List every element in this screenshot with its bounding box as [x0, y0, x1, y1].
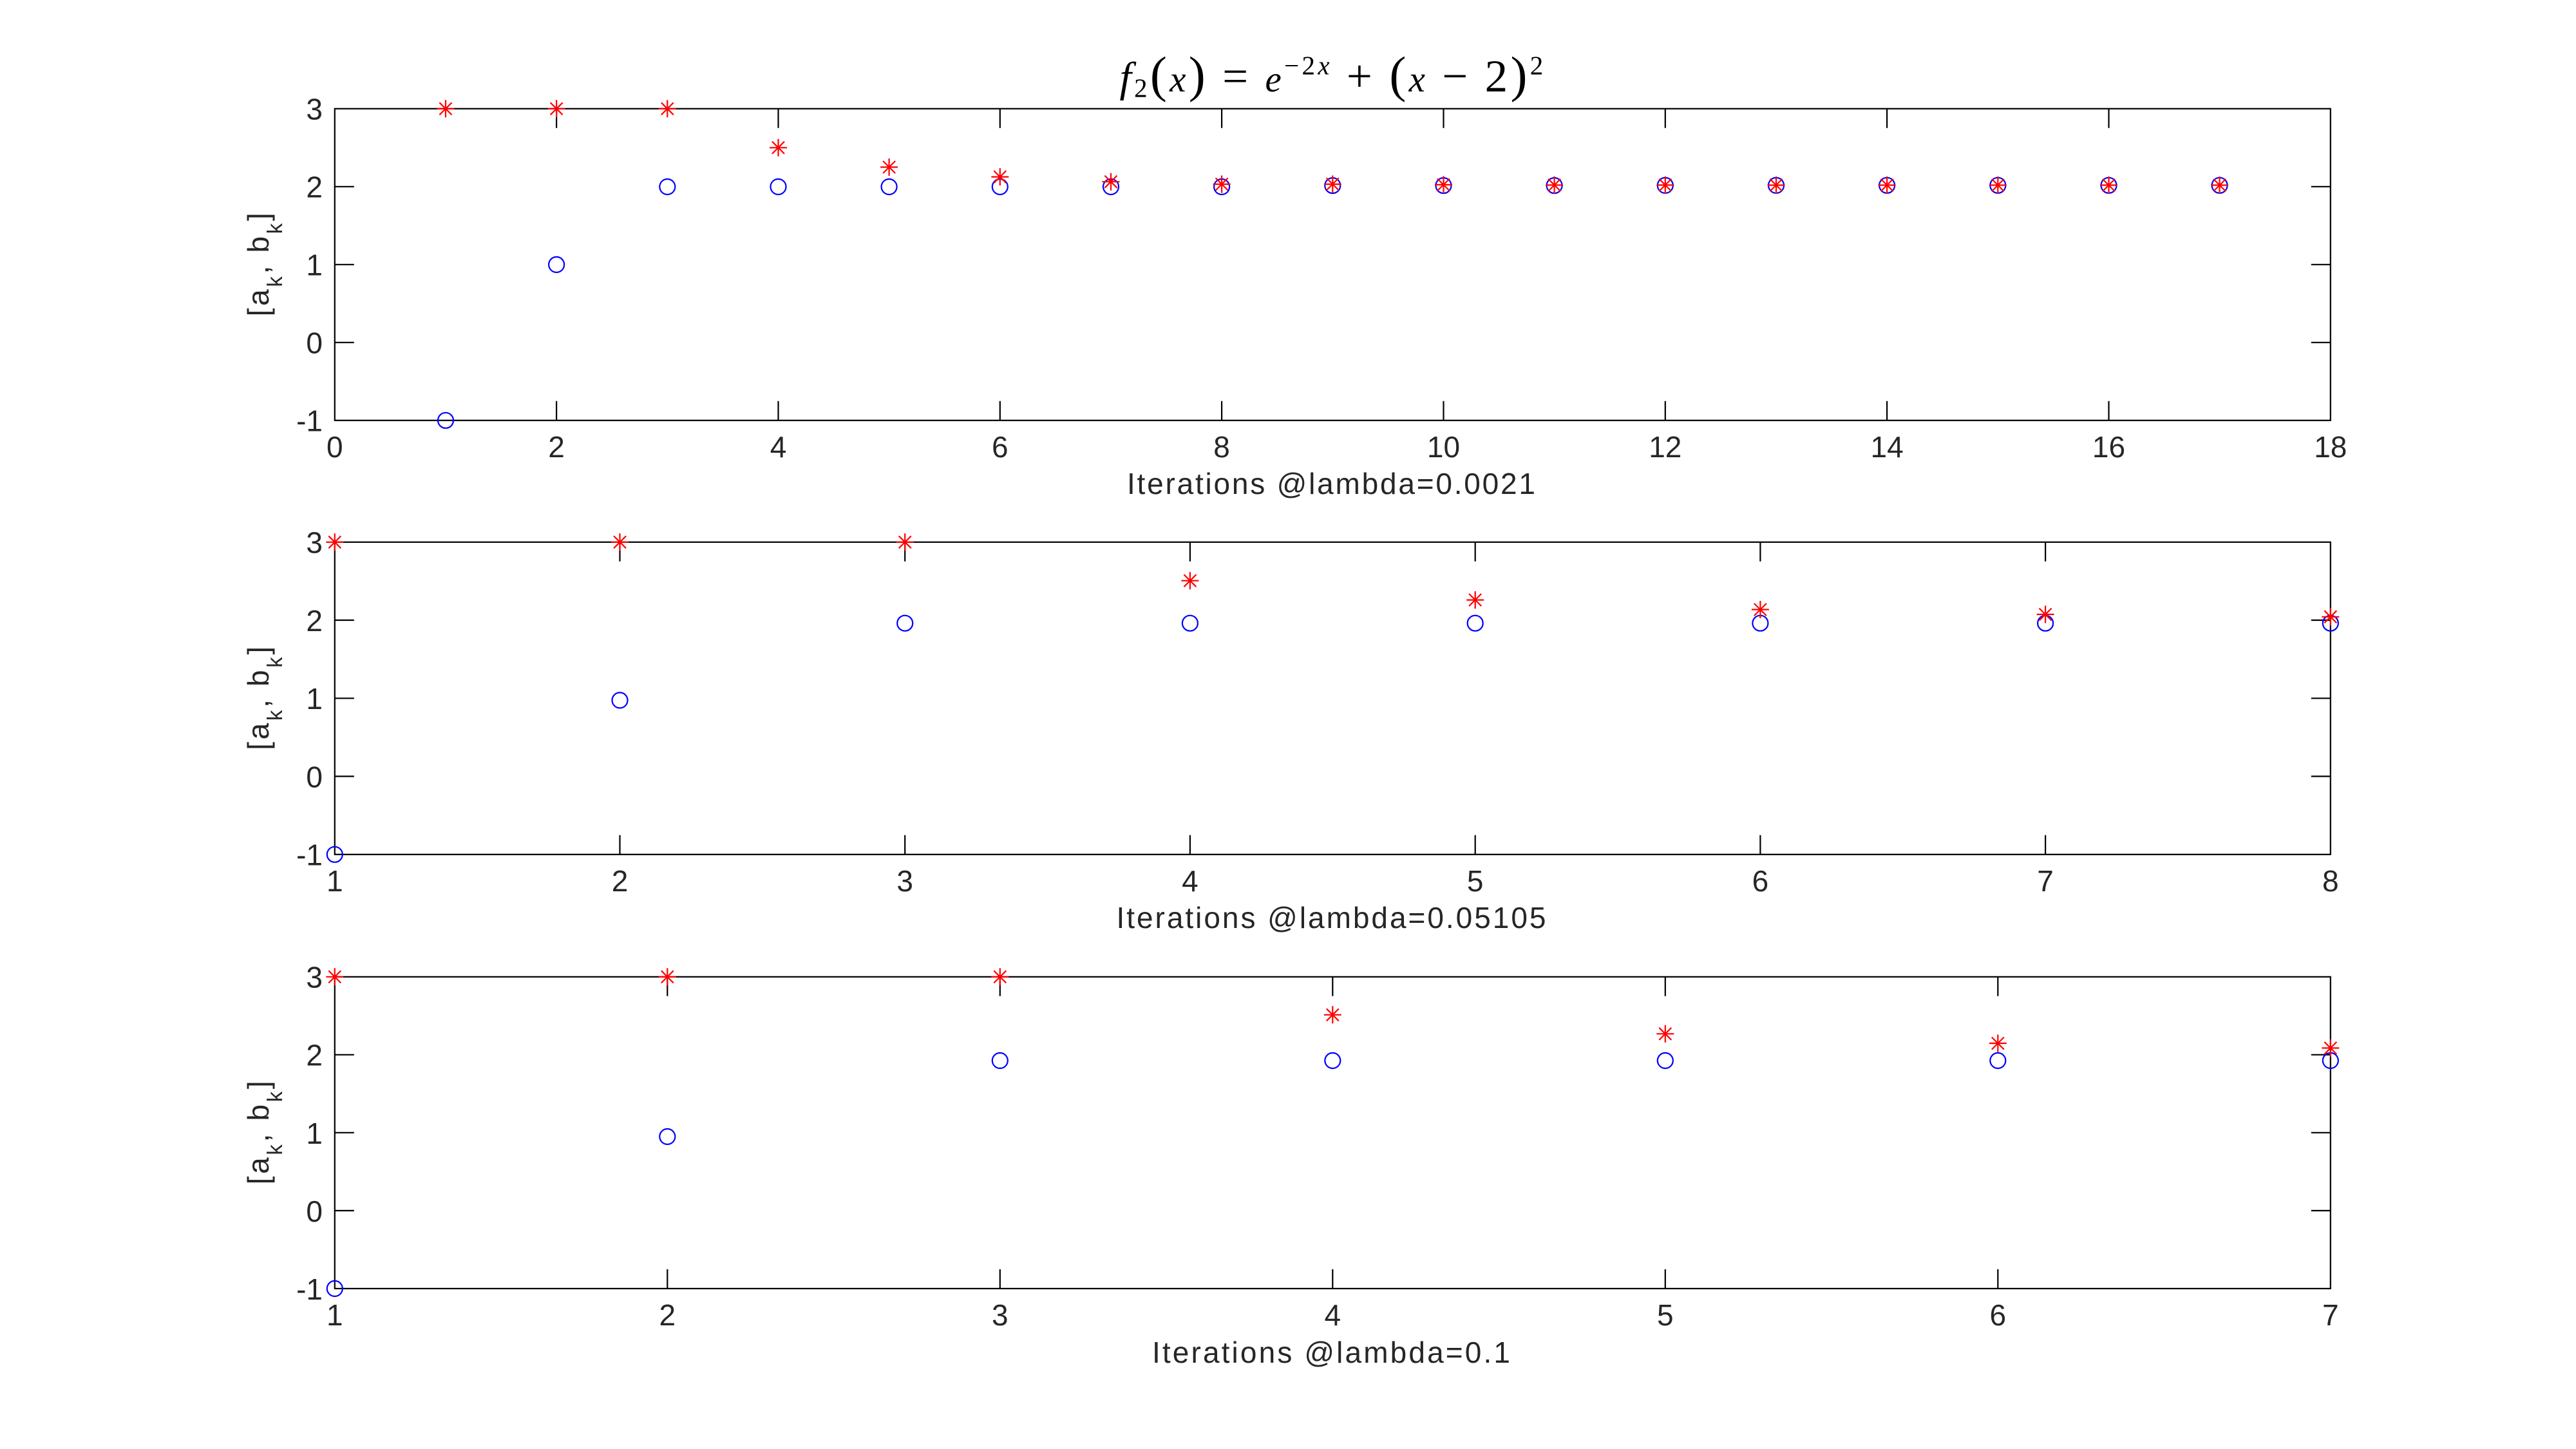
svg-text:1: 1 [306, 1117, 323, 1150]
svg-text:8: 8 [1213, 430, 1230, 464]
svg-text:4: 4 [770, 430, 787, 464]
svg-text:0: 0 [327, 430, 343, 464]
svg-text:6: 6 [1990, 1298, 2007, 1332]
svg-text:3: 3 [306, 526, 323, 560]
svg-text:8: 8 [2322, 864, 2339, 898]
svg-text:1: 1 [327, 864, 343, 898]
svg-text:2: 2 [548, 430, 565, 464]
svg-text:3: 3 [306, 961, 323, 994]
svg-text:0: 0 [306, 761, 323, 794]
svg-text:14: 14 [1871, 430, 1904, 464]
svg-text:7: 7 [2037, 864, 2054, 898]
svg-text:12: 12 [1649, 430, 1681, 464]
svg-text:2: 2 [306, 1039, 323, 1072]
svg-text:6: 6 [992, 430, 1009, 464]
svg-text:4: 4 [1182, 864, 1198, 898]
svg-text:16: 16 [2092, 430, 2125, 464]
svg-text:5: 5 [1657, 1298, 1674, 1332]
svg-text:1: 1 [306, 249, 323, 282]
svg-text:10: 10 [1427, 430, 1460, 464]
svg-text:0: 0 [306, 327, 323, 360]
svg-text:2: 2 [612, 864, 629, 898]
svg-text:18: 18 [2314, 430, 2347, 464]
svg-text:2: 2 [306, 604, 323, 638]
svg-text:-1: -1 [296, 1273, 323, 1306]
svg-text:1: 1 [306, 682, 323, 715]
svg-text:-1: -1 [296, 404, 323, 438]
svg-text:1: 1 [327, 1298, 343, 1332]
svg-text:2: 2 [659, 1298, 676, 1332]
svg-text:4: 4 [1325, 1298, 1341, 1332]
svg-text:2: 2 [306, 171, 323, 204]
svg-text:Iterations @lambda=0.1: Iterations @lambda=0.1 [1152, 1336, 1510, 1369]
svg-text:3: 3 [992, 1298, 1009, 1332]
svg-text:Iterations @lambda=0.0021: Iterations @lambda=0.0021 [1127, 467, 1535, 500]
svg-text:f2(x) = e−2x + (x − 2)2: f2(x) = e−2x + (x − 2)2 [1119, 46, 1546, 103]
svg-text:-1: -1 [296, 838, 323, 872]
svg-text:Iterations @lambda=0.05105: Iterations @lambda=0.05105 [1117, 901, 1546, 934]
svg-text:7: 7 [2322, 1298, 2339, 1332]
svg-text:3: 3 [896, 864, 913, 898]
svg-text:0: 0 [306, 1195, 323, 1228]
svg-text:5: 5 [1467, 864, 1484, 898]
svg-text:3: 3 [306, 93, 323, 126]
svg-text:6: 6 [1752, 864, 1769, 898]
